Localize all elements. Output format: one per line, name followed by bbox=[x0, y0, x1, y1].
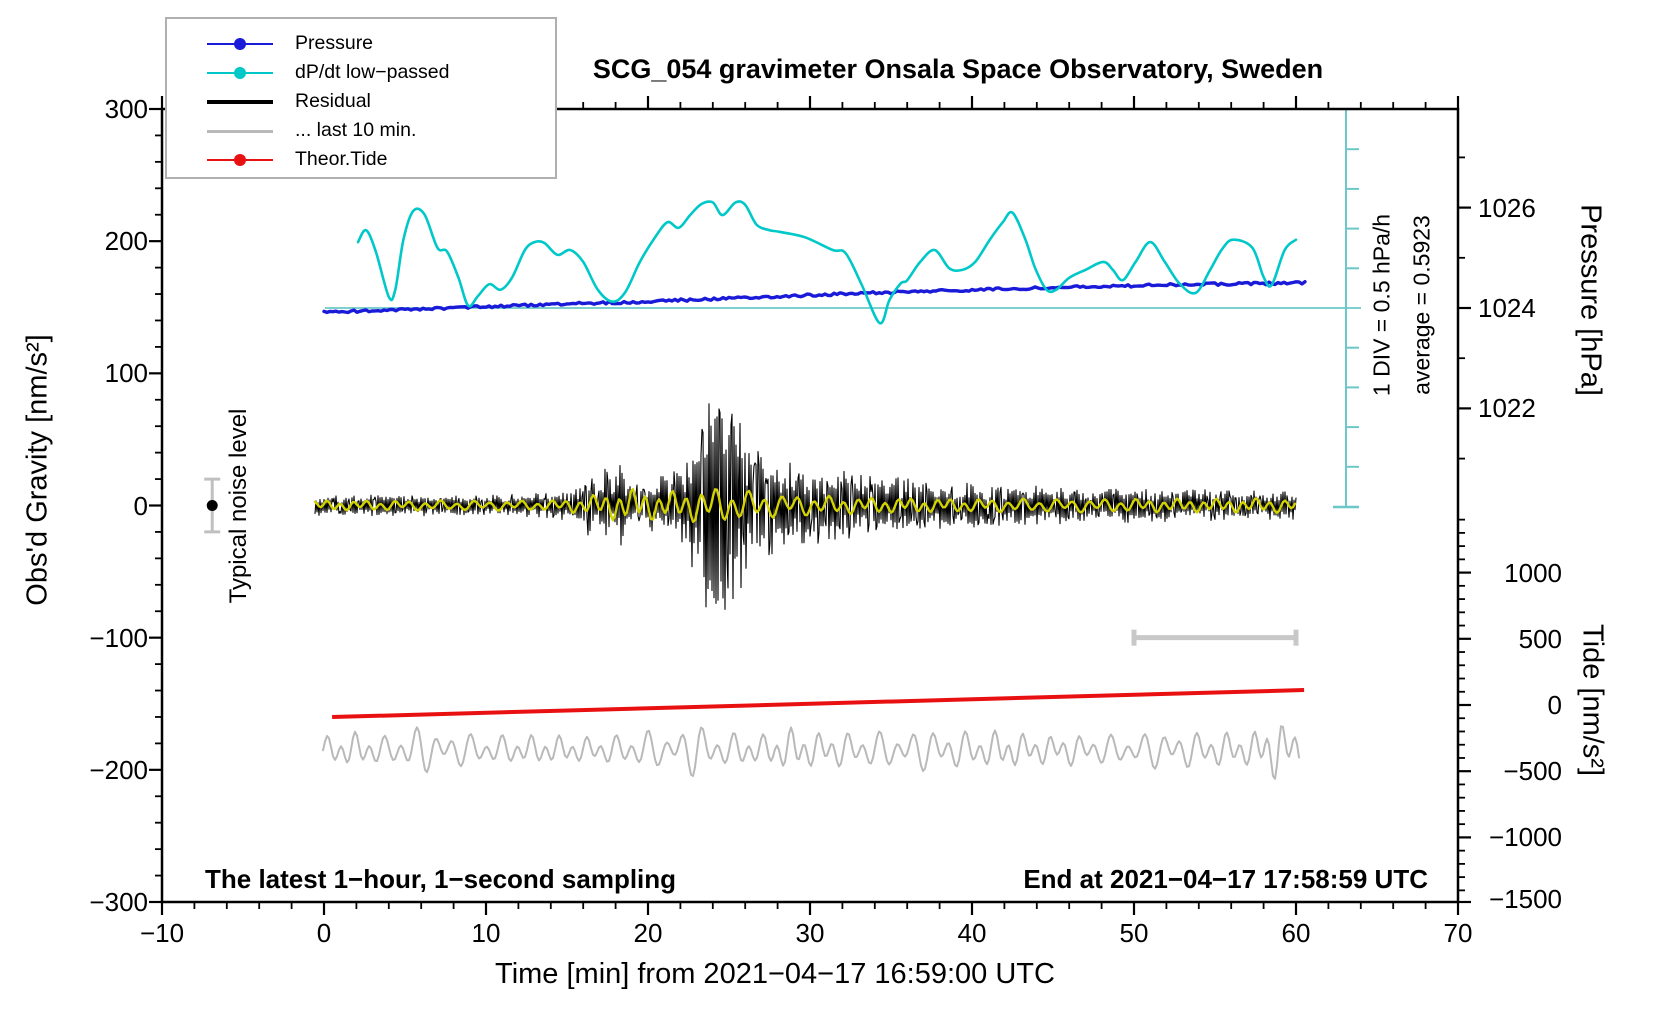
legend: Pressure dP/dt low−passed Residual ... l… bbox=[165, 17, 557, 179]
legend-label: Residual bbox=[295, 90, 371, 112]
legend-label: Pressure bbox=[295, 32, 374, 54]
legend-item-theortide: Theor.Tide bbox=[167, 145, 555, 174]
legend-label: dP/dt low−passed bbox=[295, 61, 450, 83]
residual-line-sample bbox=[207, 95, 273, 109]
last10min-line-sample bbox=[207, 124, 273, 138]
dpdt-line-sample bbox=[207, 66, 273, 80]
pressure-line-sample bbox=[207, 37, 273, 51]
legend-item-residual: Residual bbox=[167, 87, 555, 116]
legend-label: Theor.Tide bbox=[295, 148, 388, 170]
legend-item-dpdt: dP/dt low−passed bbox=[167, 58, 555, 87]
legend-item-last10min: ... last 10 min. bbox=[167, 116, 555, 145]
legend-label: ... last 10 min. bbox=[295, 119, 417, 141]
theortide-line-sample bbox=[207, 153, 273, 167]
legend-item-pressure: Pressure bbox=[167, 29, 555, 58]
